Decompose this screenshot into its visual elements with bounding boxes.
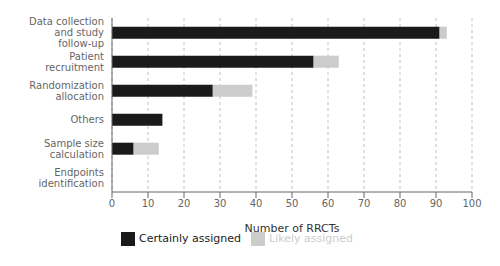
svg-text:90: 90 — [430, 198, 443, 209]
svg-text:0: 0 — [109, 198, 115, 209]
svg-text:Data collectionand studyfollow: Data collectionand studyfollow-up — [29, 16, 104, 49]
svg-text:100: 100 — [462, 198, 481, 209]
html-text:Certainly assigned: Certainly assigned — [139, 232, 241, 245]
svg-text:20: 20 — [178, 198, 191, 209]
svg-text:70: 70 — [358, 198, 371, 209]
svg-text:Sample sizecalculation: Sample sizecalculation — [44, 138, 104, 160]
svg-text:80: 80 — [394, 198, 407, 209]
svg-text:Randomizationallocation: Randomizationallocation — [29, 80, 104, 102]
svg-text:10: 10 — [142, 198, 155, 209]
svg-text:Others: Others — [70, 114, 104, 125]
svg-text:Endpointsidentification: Endpointsidentification — [39, 167, 104, 189]
svg-text:Patientrecruitment: Patientrecruitment — [45, 51, 104, 73]
svg-text:40: 40 — [250, 198, 263, 209]
svg-text:30: 30 — [214, 198, 227, 209]
svg-text:Number of RRCTs: Number of RRCTs — [245, 222, 340, 235]
svg-text:50: 50 — [286, 198, 299, 209]
svg-text:60: 60 — [322, 198, 335, 209]
html-text:Likely assigned: Likely assigned — [269, 232, 353, 245]
